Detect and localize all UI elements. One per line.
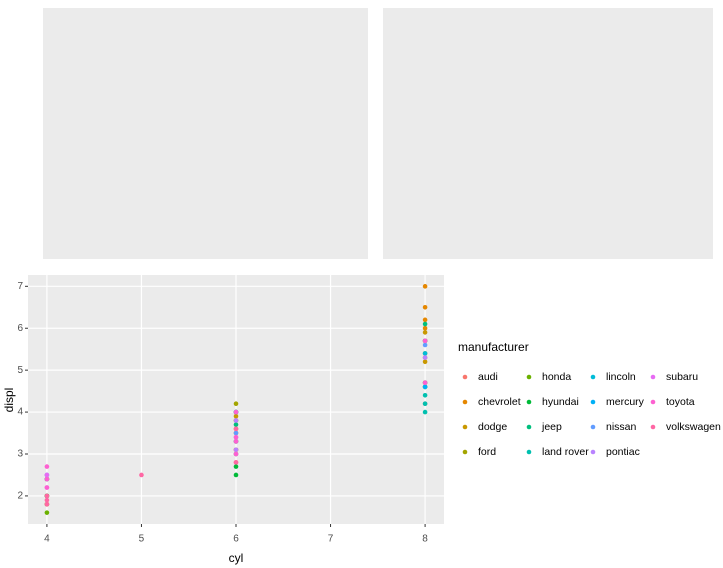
legend-key bbox=[590, 424, 596, 430]
legend-label: volkswagen bbox=[666, 421, 721, 433]
point bbox=[44, 501, 50, 507]
x-tick-label: 8 bbox=[422, 534, 428, 545]
legend-key bbox=[462, 399, 468, 405]
y-tick-label: 4 bbox=[17, 407, 23, 418]
legend-key bbox=[590, 374, 596, 380]
point bbox=[233, 472, 239, 478]
empty-panel bbox=[43, 8, 368, 259]
legend-key bbox=[650, 374, 656, 380]
point bbox=[422, 380, 428, 386]
legend-label: honda bbox=[542, 371, 571, 383]
point bbox=[233, 434, 239, 440]
legend-key bbox=[526, 374, 532, 380]
point bbox=[233, 426, 239, 432]
legend-key bbox=[590, 449, 596, 455]
y-tick-label: 5 bbox=[17, 365, 23, 376]
point bbox=[44, 497, 50, 503]
point bbox=[422, 338, 428, 344]
point bbox=[422, 384, 428, 390]
legend-key bbox=[650, 399, 656, 405]
x-tick-label: 6 bbox=[233, 534, 239, 545]
legend-key bbox=[526, 424, 532, 430]
point bbox=[233, 451, 239, 457]
legend-key bbox=[590, 399, 596, 405]
legend-label: land rover bbox=[542, 446, 589, 458]
y-tick-label: 6 bbox=[17, 323, 23, 334]
point bbox=[233, 418, 239, 423]
legend-key bbox=[462, 449, 468, 455]
point bbox=[422, 325, 428, 331]
point bbox=[233, 422, 239, 427]
point bbox=[44, 510, 50, 515]
x-tick-label: 4 bbox=[44, 534, 50, 545]
legend-label: dodge bbox=[478, 421, 507, 433]
legend-label: toyota bbox=[666, 396, 695, 408]
point bbox=[233, 447, 239, 453]
point bbox=[44, 485, 50, 490]
legend-label: jeep bbox=[541, 421, 562, 433]
legend-title: manufacturer bbox=[458, 340, 529, 354]
point bbox=[44, 472, 50, 478]
point bbox=[422, 409, 428, 415]
point bbox=[422, 284, 428, 289]
legend-key bbox=[462, 374, 468, 380]
point bbox=[422, 355, 428, 360]
legend-label: ford bbox=[478, 446, 496, 458]
legend-label: subaru bbox=[666, 371, 698, 383]
point bbox=[233, 409, 239, 415]
point bbox=[422, 393, 428, 398]
x-axis-title: cyl bbox=[229, 551, 244, 565]
point bbox=[44, 493, 50, 499]
point bbox=[422, 359, 428, 365]
y-tick-label: 7 bbox=[17, 281, 23, 292]
point bbox=[422, 304, 428, 310]
legend-label: hyundai bbox=[542, 396, 579, 408]
y-axis-title: displ bbox=[2, 388, 16, 413]
point bbox=[422, 351, 428, 356]
legend-label: audi bbox=[478, 371, 498, 383]
point bbox=[422, 317, 428, 323]
legend-label: mercury bbox=[606, 396, 645, 408]
point bbox=[233, 413, 239, 419]
point bbox=[422, 321, 428, 327]
point bbox=[139, 472, 144, 478]
x-tick-label: 7 bbox=[328, 534, 334, 545]
legend-key bbox=[462, 424, 468, 430]
y-tick-label: 2 bbox=[17, 491, 23, 502]
point bbox=[422, 342, 428, 348]
legend-key bbox=[526, 449, 532, 455]
point bbox=[233, 430, 239, 436]
legend-label: lincoln bbox=[606, 371, 636, 383]
legend-label: nissan bbox=[606, 421, 637, 433]
point bbox=[422, 330, 428, 335]
point bbox=[233, 460, 239, 465]
legend-key bbox=[526, 399, 532, 405]
empty-panel bbox=[383, 8, 713, 259]
x-tick-label: 5 bbox=[139, 534, 145, 545]
point bbox=[422, 401, 428, 406]
point bbox=[233, 439, 239, 444]
point bbox=[233, 401, 239, 406]
point bbox=[44, 464, 50, 469]
legend-label: chevrolet bbox=[478, 396, 521, 408]
y-tick-label: 3 bbox=[17, 449, 23, 460]
point bbox=[44, 476, 50, 482]
point bbox=[233, 464, 239, 469]
legend-label: pontiac bbox=[606, 446, 640, 458]
legend-key bbox=[650, 424, 656, 430]
